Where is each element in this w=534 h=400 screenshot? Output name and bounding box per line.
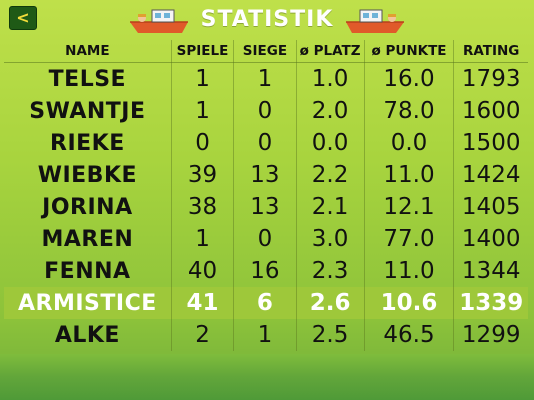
table-row[interactable]: TELSE 1 1 1.0 16.0 1793: [4, 62, 528, 95]
cell-name: ARMISTICE: [4, 287, 172, 319]
cell-platz: 2.1: [296, 191, 365, 223]
cell-spiele: 1: [171, 95, 235, 127]
column-header-punkte[interactable]: ø PUNKTE: [364, 40, 455, 63]
cell-platz: 1.0: [296, 62, 365, 95]
cell-spiele: 39: [171, 159, 235, 191]
table-row[interactable]: MAREN 1 0 3.0 77.0 1400: [4, 223, 528, 255]
table-row[interactable]: RIEKE 0 0 0.0 0.0 1500: [4, 127, 528, 159]
boat-icon: [346, 9, 405, 33]
cell-name: ALKE: [4, 319, 172, 351]
cell-name: JORINA: [4, 191, 172, 223]
cell-spiele: 0: [171, 127, 235, 159]
cell-spiele: 2: [171, 319, 235, 351]
column-header-rating[interactable]: RATING: [453, 40, 528, 63]
column-header-spiele[interactable]: SPIELE: [171, 40, 235, 63]
title-bar: STATISTIK: [0, 4, 534, 36]
cell-rating: 1405: [461, 194, 521, 220]
cell-rating: 1344: [461, 258, 521, 284]
cell-siege: 0: [233, 223, 297, 255]
cell-punkte: 16.0: [364, 62, 455, 95]
cell-spiele: 41: [171, 287, 235, 319]
cell-platz: 3.0: [296, 223, 365, 255]
cell-punkte: 11.0: [364, 159, 455, 191]
boat-icon: [129, 9, 188, 33]
cell-name: WIEBKE: [4, 159, 172, 191]
cell-spiele: 1: [171, 223, 235, 255]
cell-siege: 16: [233, 255, 297, 287]
cell-rating: 1500: [461, 130, 521, 156]
cell-spiele: 1: [171, 62, 235, 95]
cell-siege: 13: [233, 159, 297, 191]
cell-name: RIEKE: [4, 127, 172, 159]
cell-name: TELSE: [4, 62, 172, 95]
cell-siege: 0: [233, 127, 297, 159]
table-row[interactable]: JORINA 38 13 2.1 12.1 1405: [4, 191, 528, 223]
cell-rating: 1793: [461, 66, 521, 92]
cell-punkte: 78.0: [364, 95, 455, 127]
cell-punkte: 10.6: [364, 287, 455, 319]
column-header-platz[interactable]: ø PLATZ: [296, 40, 365, 63]
cell-platz: 2.6: [296, 287, 365, 319]
cell-siege: 6: [233, 287, 297, 319]
table-row[interactable]: FENNA 40 16 2.3 11.0 1344: [4, 255, 528, 287]
cell-punkte: 77.0: [364, 223, 455, 255]
cell-name: MAREN: [4, 223, 172, 255]
cell-platz: 2.2: [296, 159, 365, 191]
grass-ground: [0, 354, 534, 400]
table-row[interactable]: ARMISTICE 41 6 2.6 10.6 1339: [4, 287, 528, 319]
table-row[interactable]: ALKE 2 1 2.5 46.5 1299: [4, 319, 528, 351]
cell-platz: 0.0: [296, 127, 365, 159]
table-header-row: NAME SPIELE SIEGE ø PLATZ ø PUNKTE RATIN…: [4, 40, 528, 63]
table-row[interactable]: SWANTJE 1 0 2.0 78.0 1600: [4, 95, 528, 127]
cell-punkte: 12.1: [364, 191, 455, 223]
column-header-siege[interactable]: SIEGE: [233, 40, 297, 63]
cell-rating: 1424: [461, 162, 521, 188]
cell-rating: 1600: [461, 98, 521, 124]
cell-punkte: 46.5: [364, 319, 455, 351]
cell-siege: 1: [233, 319, 297, 351]
statistics-table: NAME SPIELE SIEGE ø PLATZ ø PUNKTE RATIN…: [4, 40, 528, 351]
cell-siege: 1: [233, 62, 297, 95]
cell-punkte: 11.0: [364, 255, 455, 287]
cell-siege: 0: [233, 95, 297, 127]
cell-rating: 1299: [461, 322, 521, 348]
cell-spiele: 38: [171, 191, 235, 223]
cell-rating: 1339: [453, 287, 528, 319]
cell-name: SWANTJE: [4, 95, 172, 127]
cell-platz: 2.3: [296, 255, 365, 287]
cell-rating: 1400: [461, 226, 521, 252]
back-button[interactable]: <: [9, 6, 37, 30]
cell-platz: 2.0: [296, 95, 365, 127]
cell-siege: 13: [233, 191, 297, 223]
cell-spiele: 40: [171, 255, 235, 287]
table-row[interactable]: WIEBKE 39 13 2.2 11.0 1424: [4, 159, 528, 191]
cell-punkte: 0.0: [364, 127, 455, 159]
column-header-name[interactable]: NAME: [4, 40, 172, 63]
cell-name: FENNA: [4, 255, 172, 287]
cell-platz: 2.5: [296, 319, 365, 351]
page-title: STATISTIK: [200, 7, 334, 32]
